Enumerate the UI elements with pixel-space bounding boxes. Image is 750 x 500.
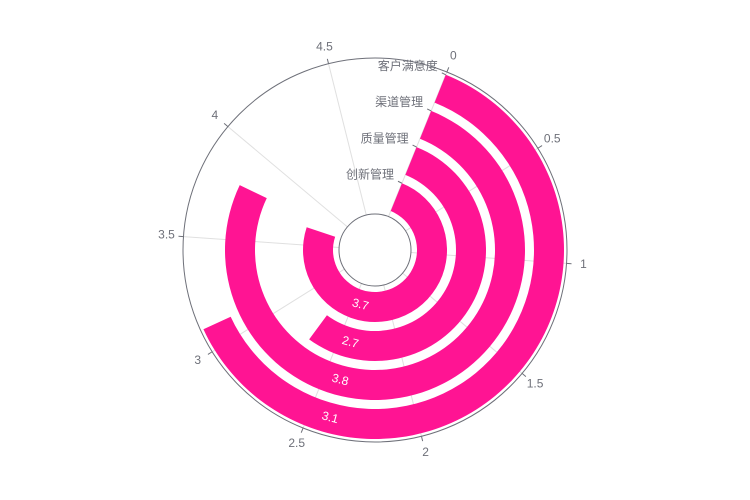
tick-mark-3 xyxy=(521,373,527,378)
category-label-0: 创新管理 xyxy=(346,166,394,181)
data-label-2: 3.8 xyxy=(330,371,350,389)
tick-label-0: 0 xyxy=(450,48,457,62)
category-labels: 创新管理 质量管理 渠道管理 客户满意度 xyxy=(346,58,447,184)
category-tick-3 xyxy=(441,72,447,76)
tick-mark-6 xyxy=(207,351,213,355)
category-tick-2 xyxy=(426,108,432,112)
tick-label-7: 3.5 xyxy=(158,228,175,242)
outer-axis-ring xyxy=(182,57,568,443)
angle-tick-labels: 0 0.5 1 1.5 2 2.5 3 3.5 4 4.5 xyxy=(158,39,587,459)
grid-line-8 xyxy=(227,126,348,228)
data-label-1: 2.7 xyxy=(340,333,360,351)
tick-mark-0 xyxy=(446,67,450,73)
bar-0[interactable] xyxy=(303,183,447,322)
tick-label-6: 3 xyxy=(194,353,201,367)
tick-label-9: 4.5 xyxy=(316,39,333,53)
tick-mark-9 xyxy=(326,58,330,64)
angle-ticks xyxy=(178,58,572,442)
tick-label-3: 1.5 xyxy=(527,377,544,391)
bars-group xyxy=(203,74,564,439)
data-label-3: 3.1 xyxy=(320,408,340,426)
category-label-1: 质量管理 xyxy=(361,130,409,145)
category-label-3: 客户满意度 xyxy=(378,58,438,73)
data-label-0: 3.7 xyxy=(351,295,371,313)
category-label-2: 渠道管理 xyxy=(375,94,423,109)
data-labels: 3.7 2.7 3.8 3.1 xyxy=(320,295,370,426)
tick-label-1: 0.5 xyxy=(544,131,561,145)
grid-line-9 xyxy=(328,63,367,216)
category-tick-1 xyxy=(412,144,417,148)
tick-label-8: 4 xyxy=(212,108,219,122)
inner-axis-ring xyxy=(338,213,412,287)
tick-label-5: 2.5 xyxy=(288,436,305,450)
tick-mark-4 xyxy=(420,436,424,442)
category-tick-0 xyxy=(397,180,403,184)
tick-label-2: 1 xyxy=(580,257,587,271)
tick-mark-8 xyxy=(223,122,229,127)
tick-mark-5 xyxy=(300,427,304,433)
tick-mark-1 xyxy=(537,145,543,149)
tick-label-4: 2 xyxy=(422,445,429,459)
bar-1[interactable] xyxy=(309,147,487,361)
